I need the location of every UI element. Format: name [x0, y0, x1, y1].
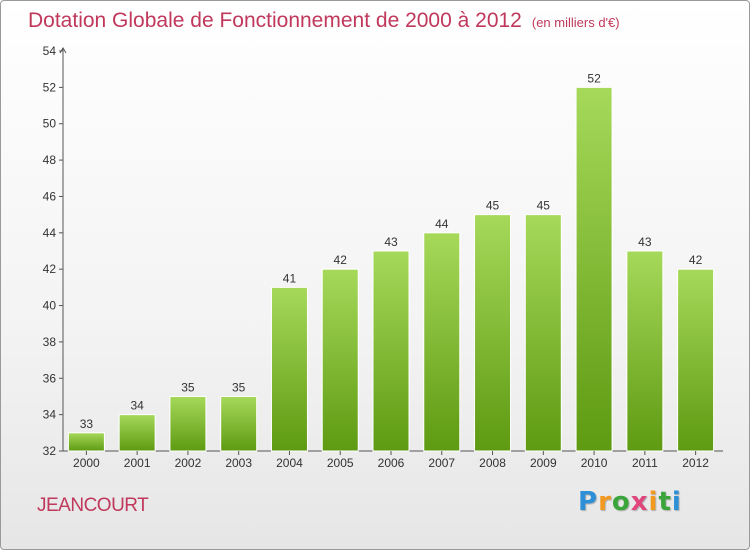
- y-tick-label: 54: [43, 44, 57, 58]
- y-tick-label: 44: [43, 226, 57, 240]
- x-tick-label: 2011: [632, 456, 658, 470]
- town-name: JEANCOURT: [37, 495, 149, 516]
- bar: [677, 268, 715, 452]
- x-tick-label: 2003: [225, 456, 252, 470]
- title-text: Dotation Globale de Fonctionnement de 20…: [28, 9, 522, 32]
- data-label: 45: [486, 199, 500, 213]
- y-tick-label: 38: [43, 335, 57, 349]
- data-label: 41: [283, 271, 297, 285]
- data-label: 35: [232, 380, 246, 394]
- x-tick-label: 2002: [175, 456, 202, 470]
- data-label: 43: [638, 235, 652, 249]
- bar: [524, 214, 562, 452]
- data-label: 42: [689, 253, 703, 267]
- data-label: 33: [80, 417, 94, 431]
- y-tick-label: 50: [43, 117, 57, 131]
- bar: [118, 414, 156, 452]
- x-tick-label: 2007: [428, 456, 455, 470]
- data-label: 34: [130, 399, 144, 413]
- bar: [575, 86, 613, 452]
- x-tick-label: 2008: [479, 456, 506, 470]
- x-tick-label: 2010: [581, 456, 608, 470]
- bar: [169, 395, 207, 452]
- data-label: 35: [181, 380, 195, 394]
- y-tick-label: 48: [43, 153, 57, 167]
- y-tick-label: 36: [43, 371, 57, 385]
- y-tick-label: 32: [43, 444, 57, 458]
- x-tick-label: 2009: [530, 456, 557, 470]
- data-label: 52: [587, 71, 601, 85]
- y-tick-label: 52: [43, 80, 57, 94]
- bar: [270, 286, 308, 452]
- y-tick-label: 40: [43, 299, 57, 313]
- y-tick-label: 34: [43, 408, 57, 422]
- x-tick-label: 2012: [682, 456, 709, 470]
- data-label: 44: [435, 217, 449, 231]
- bar: [372, 250, 410, 452]
- data-label: 45: [537, 199, 551, 213]
- bar: [220, 395, 258, 452]
- bar: [67, 432, 105, 452]
- bar: [626, 250, 664, 452]
- data-label: 43: [384, 235, 398, 249]
- x-tick-label: 2005: [327, 456, 354, 470]
- data-label: 42: [334, 253, 348, 267]
- x-tick-label: 2006: [378, 456, 405, 470]
- chart-subtitle: (en milliers d'€): [531, 15, 620, 30]
- y-tick-label: 46: [43, 189, 57, 203]
- proxiti-logo: Proxiti: [578, 487, 682, 517]
- x-tick-label: 2001: [124, 456, 151, 470]
- y-tick-label: 42: [43, 262, 57, 276]
- x-tick-label: 2004: [276, 456, 303, 470]
- x-tick-label: 2000: [73, 456, 100, 470]
- bar: [423, 232, 461, 452]
- chart-title: Dotation Globale de Fonctionnement de 20…: [28, 9, 620, 33]
- bar: [321, 268, 359, 452]
- bar: [474, 214, 512, 452]
